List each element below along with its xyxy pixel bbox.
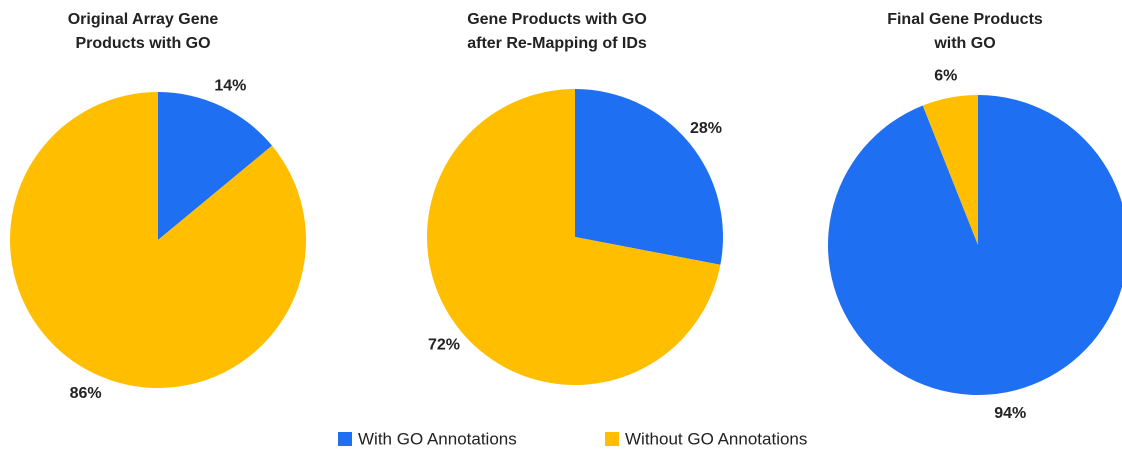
chart-title: Final Gene Products with GO (887, 11, 1043, 52)
pie-slice (922, 95, 978, 245)
value-label: 14% (214, 77, 246, 94)
pie-slice (575, 89, 724, 265)
value-label: 72% (428, 337, 460, 354)
pie-slice (427, 89, 721, 385)
value-label: 86% (70, 385, 102, 402)
pie-slice (158, 92, 273, 240)
pie-slice (9, 92, 306, 389)
legend-swatch (605, 432, 619, 446)
value-label: 6% (934, 67, 957, 84)
value-label: 28% (690, 120, 722, 137)
legend-swatch (338, 432, 352, 446)
value-label: 94% (994, 405, 1026, 422)
legend-label: With GO Annotations (358, 429, 517, 448)
chart-title: Original Array Gene Products with GO (67, 11, 219, 52)
chart-title: Gene Products with GO after Re-Mapping o… (467, 11, 647, 52)
pie-slice (828, 95, 1122, 395)
legend-label: Without GO Annotations (625, 429, 807, 448)
